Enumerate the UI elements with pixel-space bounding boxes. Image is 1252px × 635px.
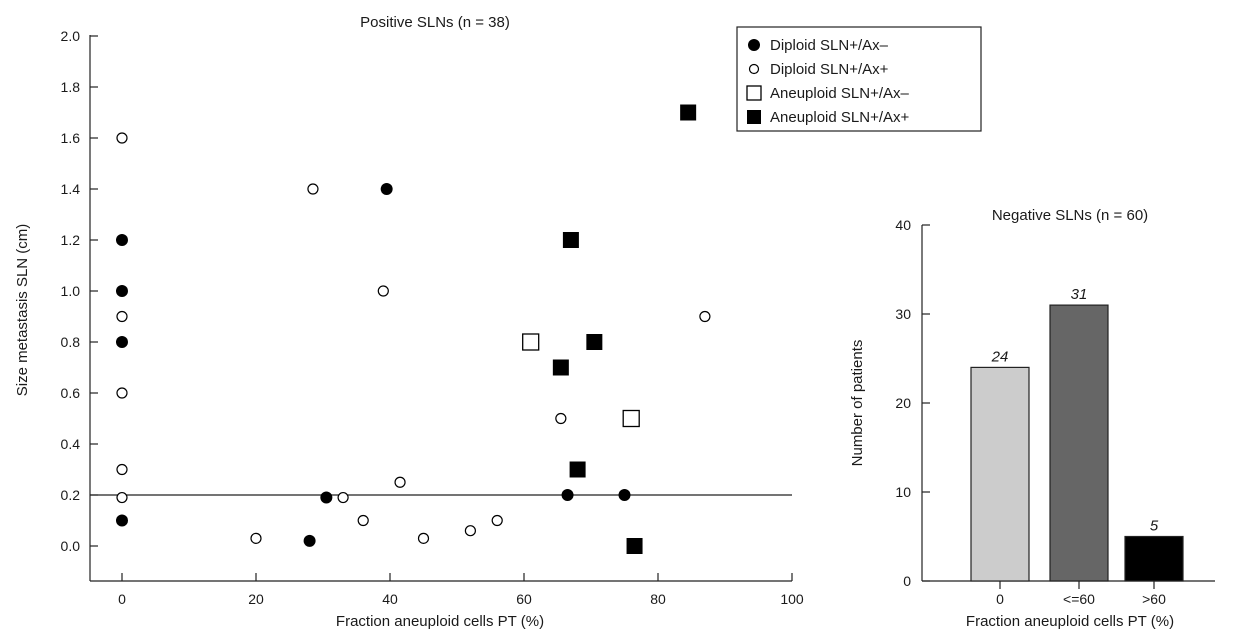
bar-y-tick-label: 20 [895,395,911,411]
x-tick-label: 0 [118,591,126,607]
y-tick-label: 1.0 [61,283,81,299]
data-point-open-square [622,409,640,428]
scatter-y-ticks: 0.0 0.2 0.4 0.6 0.8 1.0 1.2 1.4 1.6 1.8 2.0 [61,28,98,554]
legend-label: Diploid SLN+/Ax+ [770,61,889,78]
data-point-filled-circle [303,534,316,547]
bar-category-label: >60 [1142,591,1166,607]
y-tick-label: 1.8 [61,79,81,95]
bar-category-label: 0 [996,591,1004,607]
bar [1124,535,1184,582]
legend-marker-filled-circle [748,39,760,51]
scatter-x-ticks: 0 20 40 60 80 100 [118,573,804,607]
data-point-filled-square [552,359,569,376]
legend-marker-open-circle [748,63,760,75]
scatter-chart: Positive SLNs (n = 38) 0.0 0.2 0.4 0.6 0.8 1.… [14,14,804,630]
data-point-filled-circle [618,489,631,501]
data-point-open-circle [464,525,476,537]
x-tick-label: 60 [516,591,532,607]
scatter-y-axis-title: Size metastasis SLN (cm) [14,224,31,397]
bar-y-tick-label: 0 [903,573,911,589]
data-point-open-circle [555,412,567,425]
legend-label: Aneuploid SLN+/Ax– [770,85,910,102]
scatter-x-axis-title: Fraction aneuploid cells PT (%) [336,613,544,630]
bar-value-label: 31 [1071,286,1088,303]
legend-items: Diploid SLN+/Ax– Diploid SLN+/Ax+ Aneuploi… [746,37,910,126]
bar-title: Negative SLNs (n = 60) [992,207,1148,224]
bar [970,366,1030,582]
data-point-open-circle [699,310,711,323]
data-point-filled-square [626,538,643,554]
data-point-filled-square [562,232,579,248]
data-point-open-circle [116,310,128,323]
bars: 24 0 31 <=60 5 >60 [970,286,1184,607]
bar-y-ticks: 0 10 20 30 40 [895,217,930,589]
data-point-filled-circle [380,183,393,195]
data-point-open-circle [116,491,128,504]
y-tick-label: 0.8 [61,334,81,350]
data-point-open-circle [337,491,349,504]
x-tick-label: 20 [248,591,264,607]
y-tick-label: 1.4 [61,181,81,197]
x-tick-label: 40 [382,591,398,607]
data-point-open-circle [116,387,128,399]
bar [1049,304,1109,582]
data-point-open-circle [307,183,319,195]
legend-marker-open-square [746,85,762,101]
y-tick-label: 2.0 [61,28,81,44]
y-tick-label: 0.2 [61,487,81,503]
bar-y-tick-label: 40 [895,217,911,233]
legend-marker-filled-square [747,110,761,124]
data-point-filled-circle [320,491,333,504]
data-point-open-circle [116,463,128,476]
data-point-filled-square [569,461,586,478]
bar-value-label: 24 [991,348,1009,365]
legend-box [736,26,982,132]
data-point-open-circle [357,514,369,527]
legend: Diploid SLN+/Ax– Diploid SLN+/Ax+ Aneuploi… [736,26,982,132]
bar-x-axis-title: Fraction aneuploid cells PT (%) [966,613,1174,630]
data-point-filled-square [586,334,603,350]
y-tick-label: 1.2 [61,232,81,248]
bar-y-axis-title: Number of patients [849,340,866,467]
data-point-filled-circle [561,489,574,501]
data-point-open-square [522,333,540,351]
y-tick-label: 0.4 [61,436,81,452]
bar-value-label: 5 [1150,518,1159,535]
legend-label: Aneuploid SLN+/Ax+ [770,109,910,126]
data-point-filled-circle [116,285,128,297]
data-point-filled-circle [116,234,128,246]
bar-category-label: <=60 [1063,591,1095,607]
y-tick-label: 0.0 [61,538,81,554]
bar-chart: Negative SLNs (n = 60) 0 10 20 30 40 24 0 31 <=… [849,207,1215,630]
bar-y-tick-label: 30 [895,306,911,322]
data-point-open-circle [377,285,389,297]
data-point-filled-circle [116,336,128,348]
scatter-title: Positive SLNs (n = 38) [360,14,510,31]
data-point-open-circle [491,514,503,527]
y-tick-label: 0.6 [61,385,81,401]
scatter-points [116,104,711,554]
data-point-filled-square [680,104,697,121]
bar-y-tick-label: 10 [895,484,911,500]
data-point-open-circle [394,476,406,488]
x-tick-label: 80 [650,591,666,607]
data-point-filled-circle [116,514,128,527]
x-tick-label: 100 [780,591,804,607]
legend-label: Diploid SLN+/Ax– [770,37,889,54]
data-point-open-circle [250,532,262,544]
y-tick-label: 1.6 [61,130,81,146]
data-point-open-circle [116,132,128,144]
data-point-open-circle [417,532,430,544]
